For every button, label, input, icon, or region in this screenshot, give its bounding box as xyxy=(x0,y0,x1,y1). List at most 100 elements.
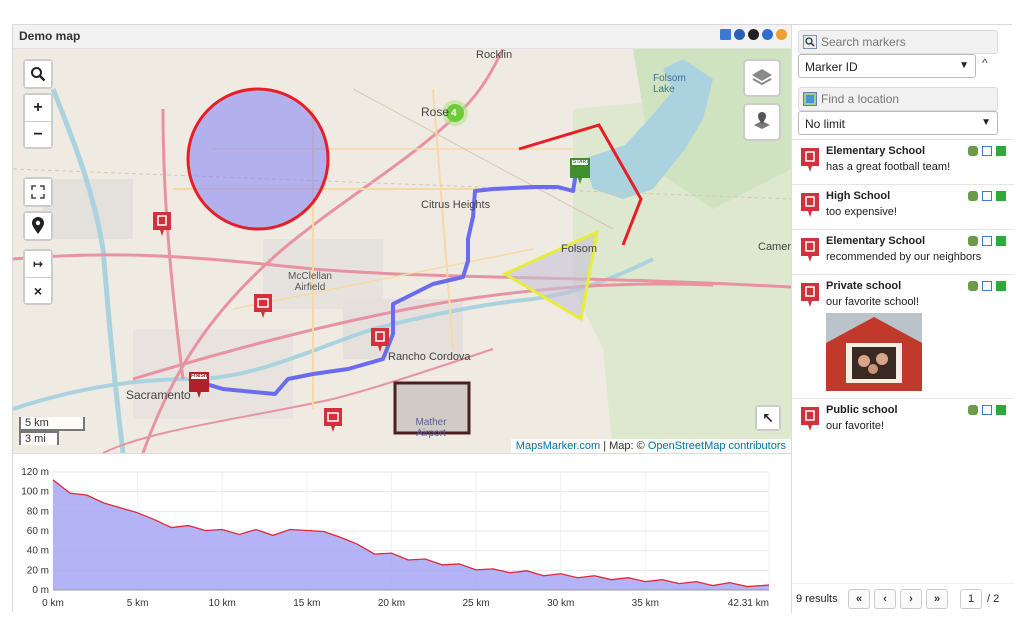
chevron-down-icon: ▼ xyxy=(959,60,969,71)
elevation-x-tick: 42.31 km xyxy=(728,598,769,609)
marker-name[interactable]: High School xyxy=(826,190,891,202)
elevation-y-tick: 80 m xyxy=(27,506,49,517)
zoom-control: + − xyxy=(23,93,53,149)
car-icon[interactable] xyxy=(968,191,978,201)
school-marker-icon xyxy=(801,193,819,217)
collapse-arrow-icon[interactable]: ↖ xyxy=(757,407,779,429)
locate-control[interactable] xyxy=(23,211,53,241)
label-rocklin: Rocklin xyxy=(476,49,513,61)
overlays-control[interactable] xyxy=(743,103,781,141)
list-item[interactable]: High School too expensive! xyxy=(792,184,1014,229)
share-icon[interactable] xyxy=(996,236,1006,246)
fullscreen-icon[interactable] xyxy=(982,236,992,246)
list-item[interactable]: Public school our favorite! xyxy=(792,398,1014,443)
label-folsom: Folsom xyxy=(561,243,598,255)
fullscreen-icon[interactable] xyxy=(982,281,992,291)
list-item[interactable]: Private school our favorite school! xyxy=(792,274,1014,398)
map-location-icon xyxy=(803,92,817,106)
elevation-x-tick: 0 km xyxy=(42,598,64,609)
sort-direction-toggle[interactable]: ^ xyxy=(982,56,988,70)
wikitude-icon[interactable] xyxy=(776,29,787,40)
elevation-x-tick: 20 km xyxy=(378,598,405,609)
share-icon[interactable] xyxy=(996,405,1006,415)
map-marker-school[interactable] xyxy=(152,211,172,237)
marker-description: recommended by our neighbors xyxy=(826,251,982,263)
layers-icon[interactable] xyxy=(750,67,774,89)
find-location-input[interactable]: Find a location xyxy=(798,87,998,111)
layers-control[interactable] xyxy=(743,59,781,97)
label-folsom-lake: Folsom Lake xyxy=(653,73,686,95)
page-input[interactable]: 1 xyxy=(960,589,982,609)
list-item[interactable]: Elementary School has a great football t… xyxy=(792,139,1014,184)
marker-list: Elementary School has a great football t… xyxy=(792,139,1014,443)
fullscreen-icon[interactable] xyxy=(982,191,992,201)
map-marker-hospital-2[interactable] xyxy=(323,407,343,433)
page-total: / 2 xyxy=(987,593,1000,605)
location-pin-icon[interactable] xyxy=(25,213,51,239)
elevation-y-tick: 20 m xyxy=(27,565,49,576)
zoom-in-button[interactable]: + xyxy=(25,95,51,121)
map-marker-start[interactable]: START xyxy=(569,157,591,185)
school-marker-icon xyxy=(801,238,819,262)
kml-icon[interactable] xyxy=(734,29,745,40)
chevron-down-icon: ▼ xyxy=(981,117,991,128)
elevation-y-tick: 0 m xyxy=(32,585,49,596)
fullscreen-icon[interactable] xyxy=(982,146,992,156)
marker-actions xyxy=(968,191,1006,201)
share-icon[interactable] xyxy=(996,146,1006,156)
elevation-profile[interactable]: 120 m 100 m 80 m 60 m 40 m 20 m 0 m 0 km 5 km 10 … xyxy=(13,453,791,613)
close-route-button[interactable]: × xyxy=(25,277,51,303)
map-canvas[interactable]: Rocklin Rose 4 Citrus Heights Folsom Fol… xyxy=(13,49,791,453)
school-marker-icon xyxy=(801,148,819,172)
route-control: ↦ × xyxy=(23,249,53,305)
search-control[interactable] xyxy=(23,59,53,89)
car-icon[interactable] xyxy=(968,281,978,291)
map-marker-finish[interactable]: FINISH xyxy=(188,371,210,399)
prev-page-button[interactable]: ‹ xyxy=(874,589,896,609)
magnifier-icon[interactable] xyxy=(25,61,51,87)
overlay-pin-icon[interactable] xyxy=(750,111,774,133)
label-cameron: Camero xyxy=(758,241,791,253)
label-mcclellan: McClellan Airfield xyxy=(288,271,332,293)
pagination: 9 results « ‹ › » 1 / 2 xyxy=(792,583,1014,613)
last-page-button[interactable]: » xyxy=(926,589,948,609)
share-icon[interactable] xyxy=(996,191,1006,201)
marker-name[interactable]: Public school xyxy=(826,404,898,416)
list-item[interactable]: Elementary School recommended by our nei… xyxy=(792,229,1014,274)
finish-label: FINISH xyxy=(191,373,208,379)
car-icon[interactable] xyxy=(968,405,978,415)
map-marker-hospital[interactable] xyxy=(253,293,273,319)
marker-name[interactable]: Elementary School xyxy=(826,235,926,247)
first-page-button[interactable]: « xyxy=(848,589,870,609)
search-markers-input[interactable]: Search markers xyxy=(798,30,998,54)
osm-link[interactable]: OpenStreetMap contributors xyxy=(647,440,786,452)
route-arrow-button[interactable]: ↦ xyxy=(25,251,51,277)
find-location-placeholder: Find a location xyxy=(821,92,900,106)
limit-select[interactable]: No limit ▼ xyxy=(798,111,998,135)
next-page-button[interactable]: › xyxy=(900,589,922,609)
label-citrus-heights: Citrus Heights xyxy=(421,199,491,211)
fullscreen-icon[interactable] xyxy=(25,179,51,205)
qr-code-icon[interactable] xyxy=(748,29,759,40)
marker-name[interactable]: Elementary School xyxy=(826,145,926,157)
elevation-y-tick: 60 m xyxy=(27,526,49,537)
map-marker-school-2[interactable] xyxy=(370,327,390,353)
minimap-toggle[interactable]: ↖ xyxy=(755,405,781,431)
mapsmarker-link[interactable]: MapsMarker.com xyxy=(515,440,601,452)
zoom-out-button[interactable]: − xyxy=(25,121,51,147)
fullscreen-control[interactable] xyxy=(23,177,53,207)
elevation-x-tick: 15 km xyxy=(293,598,320,609)
fullscreen-icon[interactable] xyxy=(982,405,992,415)
label-rancho-cordova: Rancho Cordova xyxy=(388,351,471,363)
marker-name[interactable]: Private school xyxy=(826,280,902,292)
share-icon[interactable] xyxy=(996,281,1006,291)
sort-select[interactable]: Marker ID ▼ xyxy=(798,54,976,78)
geo-rss-icon[interactable] xyxy=(762,29,773,40)
elevation-area xyxy=(53,479,769,590)
search-markers-placeholder: Search markers xyxy=(821,35,906,49)
fullscreen-icon[interactable] xyxy=(720,29,731,40)
car-icon[interactable] xyxy=(968,146,978,156)
school-photo xyxy=(826,313,922,391)
cluster-count[interactable]: 4 xyxy=(451,108,457,119)
car-icon[interactable] xyxy=(968,236,978,246)
